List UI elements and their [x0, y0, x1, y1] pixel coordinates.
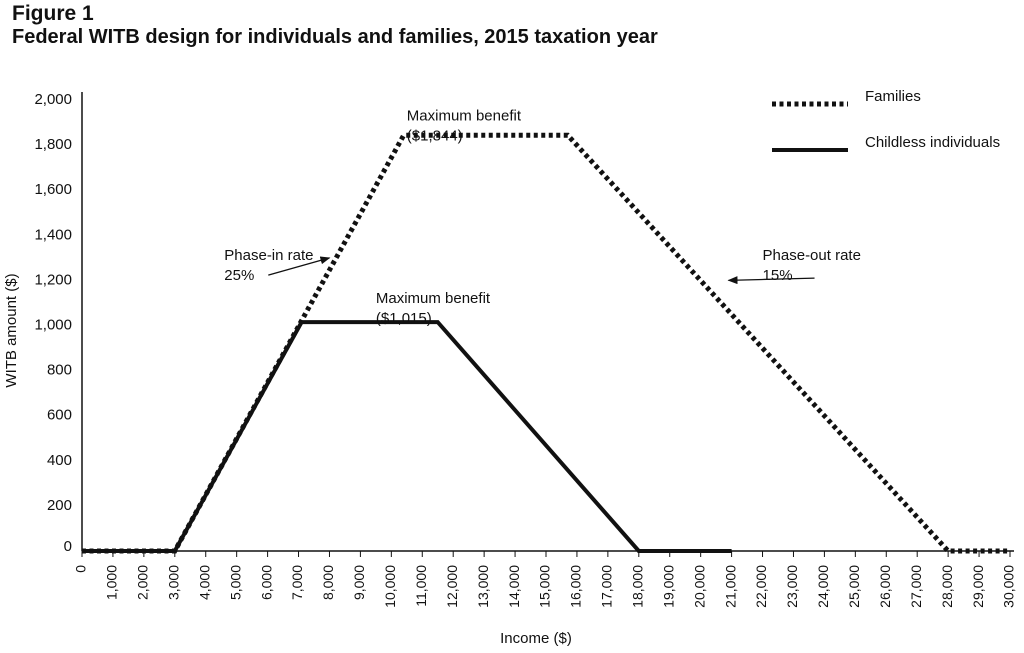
x-tick-label: 29,000	[970, 565, 986, 608]
annotation-line: Maximum benefit	[376, 290, 491, 307]
x-tick-label: 17,000	[599, 565, 615, 608]
x-tick-label: 3,000	[166, 565, 182, 600]
y-tick-label: 1,400	[34, 226, 72, 243]
y-tick-label: 1,000	[34, 316, 72, 333]
x-tick-label: 27,000	[908, 565, 924, 608]
x-tick-label: 28,000	[939, 565, 955, 608]
x-tick-label: 1,000	[104, 565, 120, 600]
annotation-line: ($1,015)	[376, 310, 432, 327]
axes-group: 0 1,000 2,000 3,000 4,000 5,000 6,000 7,000 8,00…	[3, 91, 1017, 647]
series-line-childless-individuals	[82, 320, 732, 553]
y-tick-label: 1,200	[34, 271, 72, 288]
x-tick-label: 21,000	[722, 565, 738, 608]
x-tick-label: 4,000	[196, 565, 212, 600]
y-tick-label: 2,000	[34, 91, 72, 108]
chart-title: Federal WITB design for individuals and …	[12, 26, 658, 48]
y-axis-label: WITB amount ($)	[3, 273, 20, 387]
legend-label-families: Families	[865, 88, 921, 105]
x-tick-label: 15,000	[537, 565, 553, 608]
annotations-group: Maximum benefit ($1,844) Maximum benefit ($…	[224, 107, 861, 327]
annotation: Phase-in rate 25%	[224, 247, 313, 284]
annotation-line: Phase-out rate	[763, 247, 861, 264]
x-tick-label: 18,000	[630, 565, 646, 608]
annotation-line: ($1,844)	[407, 127, 463, 144]
legend-label-childless-individuals: Childless individuals	[865, 134, 1000, 151]
annotation-line: 25%	[224, 267, 254, 284]
x-tick-label: 6,000	[258, 565, 274, 600]
x-tick-label: 12,000	[444, 565, 460, 608]
x-tick-label: 11,000	[413, 565, 429, 607]
x-tick-label: 30,000	[1001, 565, 1017, 608]
x-tick-label: 8,000	[320, 565, 336, 600]
series-group	[82, 132, 1010, 554]
series-line-families	[82, 132, 1010, 554]
annotation-line: Maximum benefit	[407, 107, 522, 124]
x-tick-label: 13,000	[475, 565, 491, 608]
y-tick-label: 600	[47, 407, 72, 424]
y-tick-label: 800	[47, 362, 72, 379]
x-tick-label: 7,000	[289, 565, 305, 600]
x-tick-label: 25,000	[846, 565, 862, 608]
x-tick-label: 26,000	[877, 565, 893, 608]
annotation-line: Phase-in rate	[224, 247, 313, 264]
annotation-arrow	[268, 256, 331, 276]
y-tick-label: 0	[64, 538, 72, 555]
y-tick-label: 1,800	[34, 136, 72, 153]
y-tick-label: 400	[47, 452, 72, 469]
x-tick-label: 0	[73, 565, 89, 573]
y-tick-label: 1,600	[34, 181, 72, 198]
annotation: Maximum benefit ($1,015)	[376, 290, 491, 327]
x-tick-label: 23,000	[784, 565, 800, 608]
x-tick-label: 2,000	[135, 565, 151, 600]
annotation: Maximum benefit ($1,844)	[407, 107, 522, 144]
legend: Families Childless individuals	[772, 88, 1000, 152]
x-tick-label: 5,000	[227, 565, 243, 600]
x-tick-label: 22,000	[753, 565, 769, 608]
x-tick-label: 24,000	[815, 565, 831, 608]
figure-label: Figure 1	[12, 2, 94, 25]
x-tick-label: 10,000	[382, 565, 398, 608]
x-tick-label: 9,000	[351, 565, 367, 600]
x-tick-label: 19,000	[660, 565, 676, 608]
y-tick-label: 200	[47, 497, 72, 514]
annotation-line: 15%	[763, 267, 793, 284]
x-axis-label: Income ($)	[500, 630, 572, 647]
x-tick-label: 16,000	[568, 565, 584, 608]
x-tick-label: 20,000	[691, 565, 707, 608]
x-tick-label: 14,000	[506, 565, 522, 608]
annotation-arrow	[727, 276, 815, 285]
